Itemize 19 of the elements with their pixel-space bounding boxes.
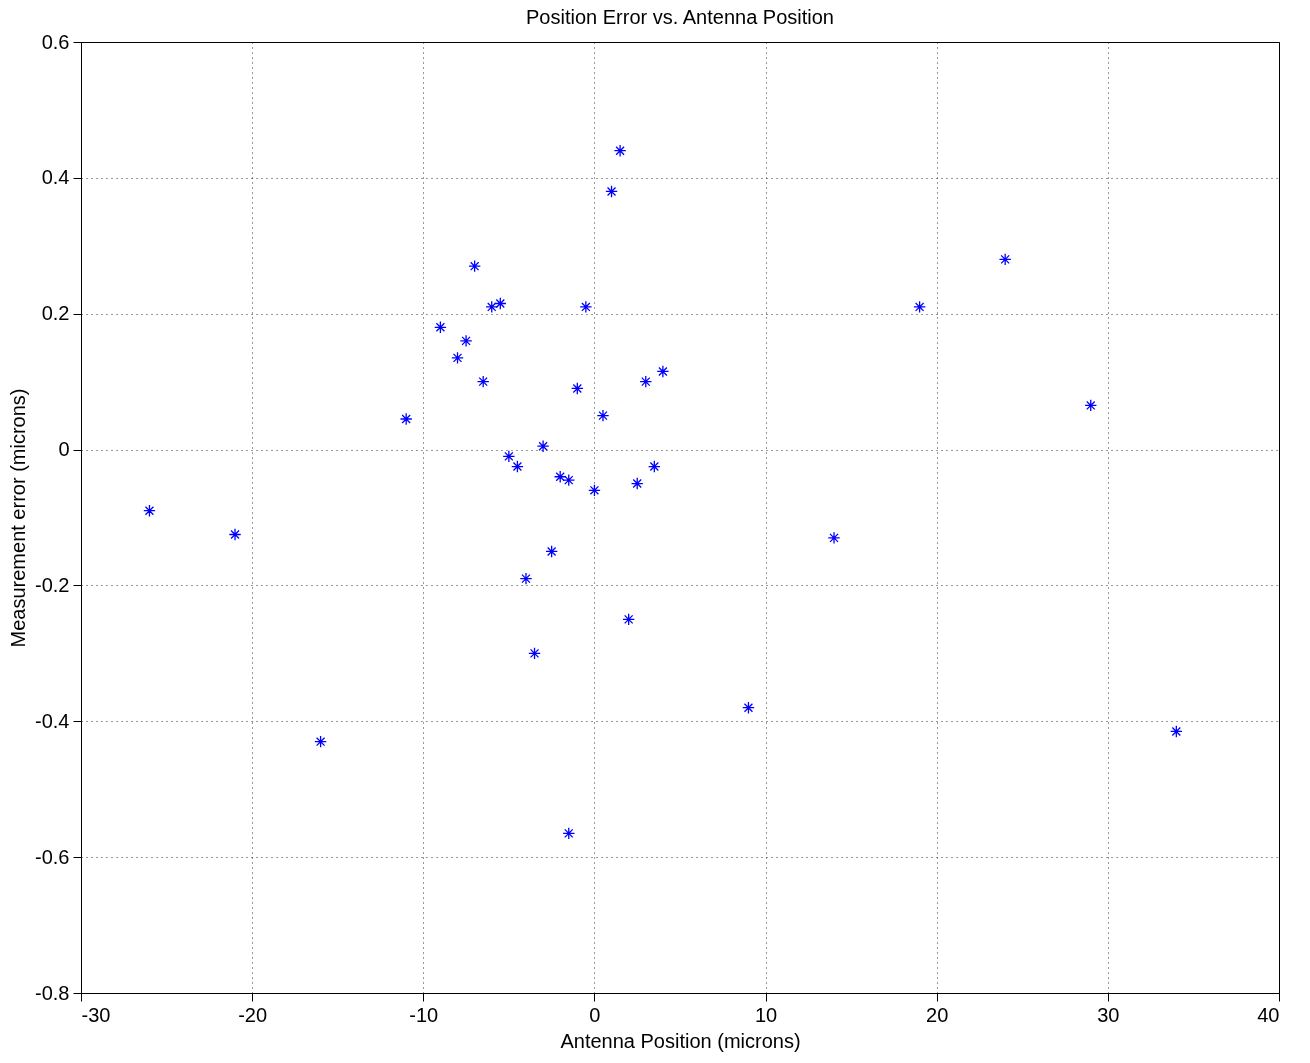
y-tick-label: -0.4: [35, 709, 70, 732]
x-tick-label: -10: [409, 1003, 439, 1026]
y-tick-label: -0.6: [35, 845, 70, 868]
y-tick-label: 0.4: [41, 166, 70, 189]
x-tick-label: 0: [589, 1003, 601, 1026]
x-tick-label: 10: [754, 1003, 778, 1026]
x-tick-label: 30: [1097, 1003, 1120, 1026]
x-tick-label: 40: [1257, 1003, 1280, 1026]
x-tick-label: -20: [238, 1003, 268, 1026]
y-tick-label: 0: [58, 438, 70, 461]
y-axis-title: Measurement error (microns): [7, 388, 30, 648]
chart-title: Position Error vs. Antenna Position: [526, 6, 834, 28]
y-tick-label: 0.6: [41, 30, 70, 53]
x-tick-label: 20: [926, 1003, 949, 1026]
y-tick-label: -0.2: [35, 573, 70, 596]
y-tick-label: 0.2: [41, 302, 70, 325]
x-tick-label: -30: [81, 1003, 111, 1026]
x-axis-title: Antenna Position (microns): [560, 1029, 801, 1052]
y-tick-label: -0.8: [35, 981, 70, 1004]
